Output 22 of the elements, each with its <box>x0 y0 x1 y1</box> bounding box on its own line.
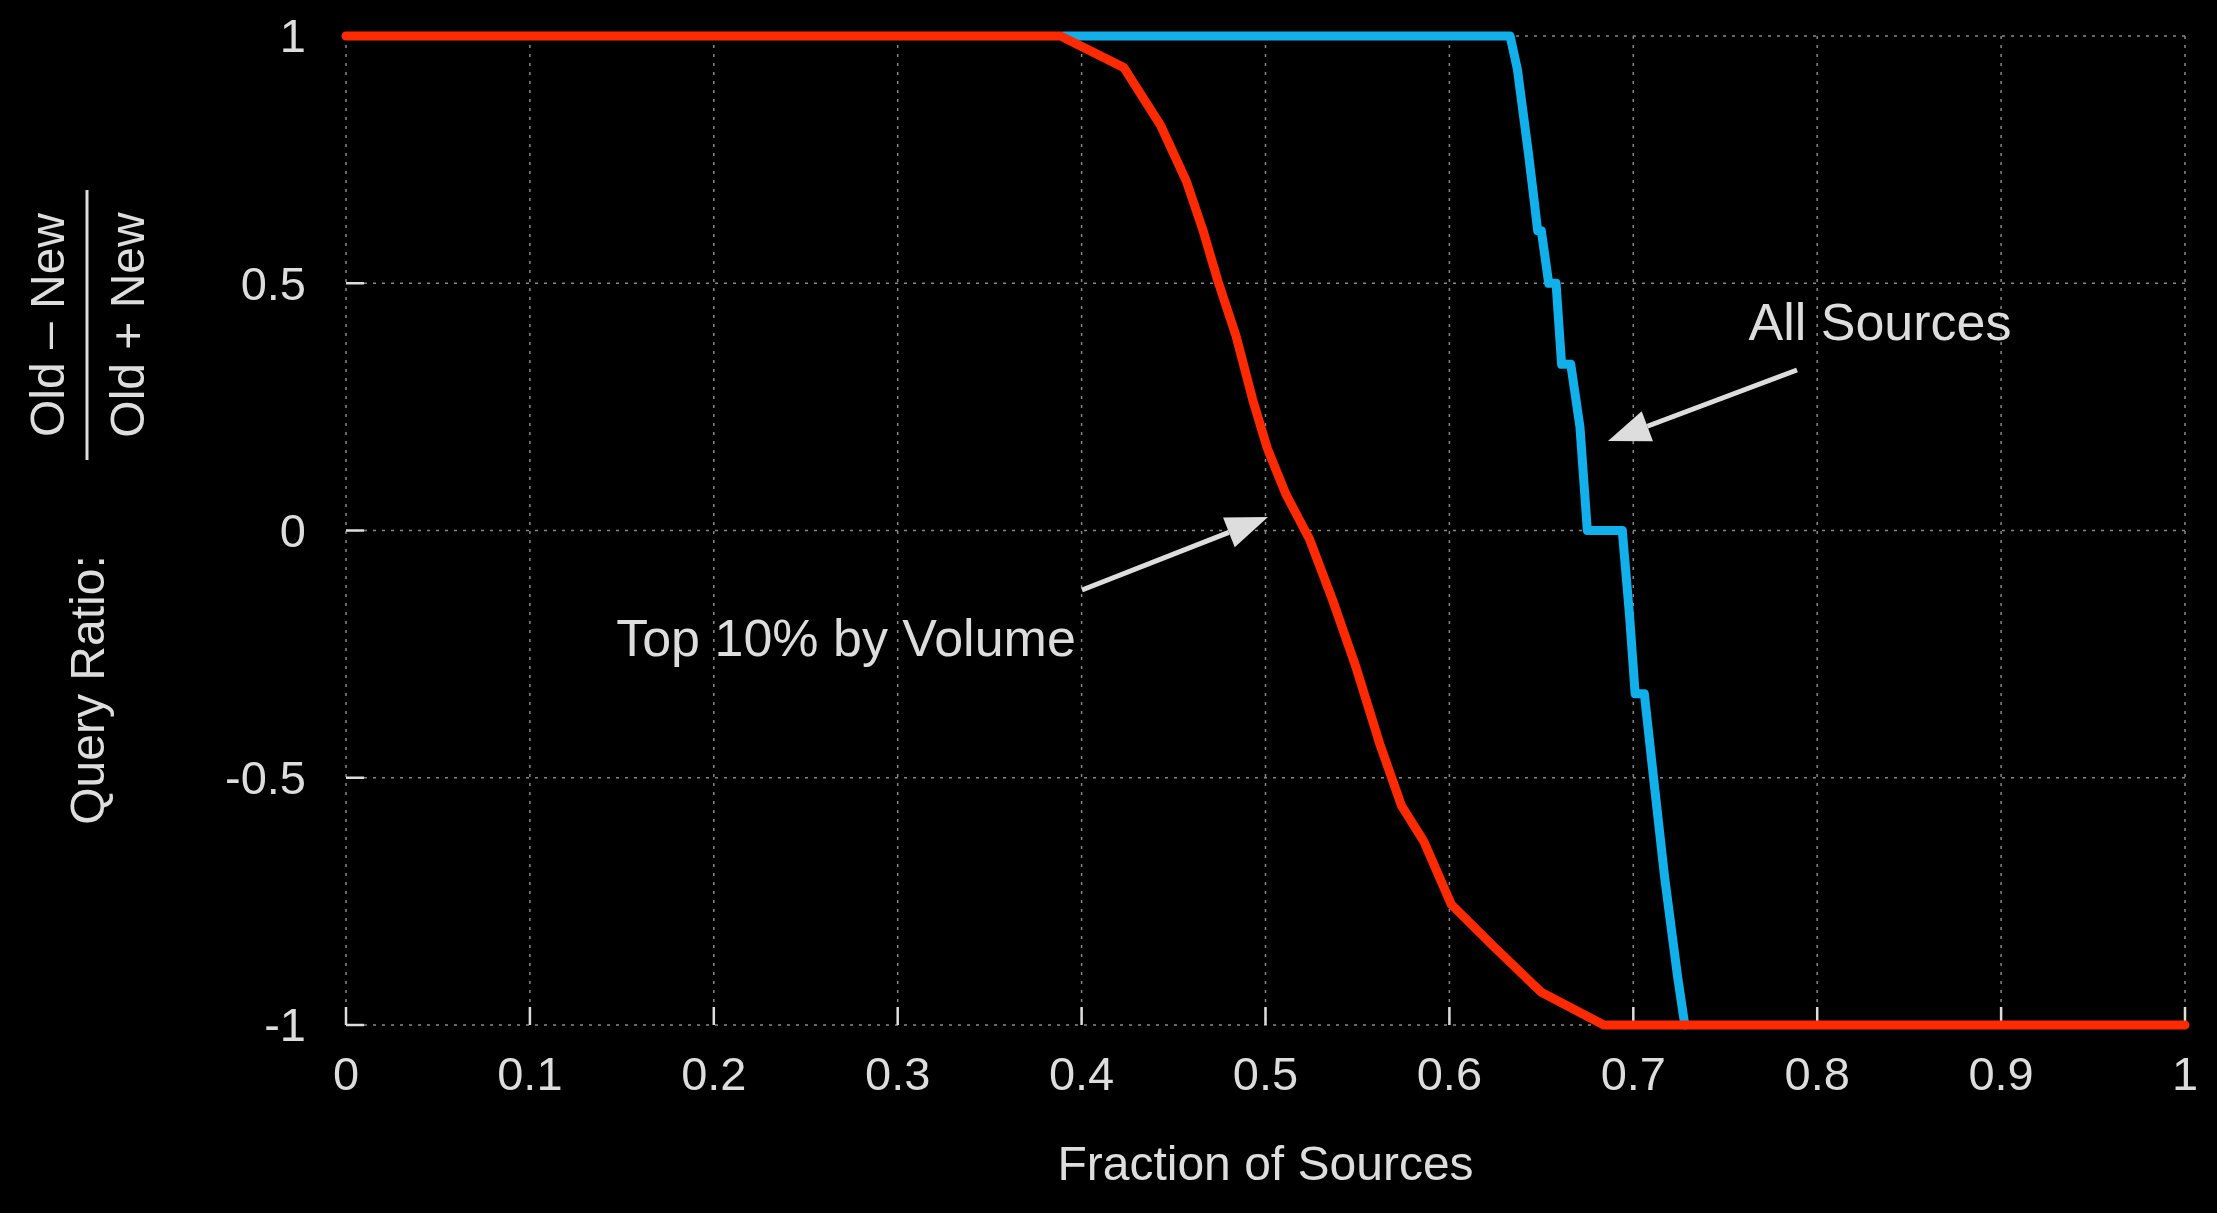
y-tick-label: -0.5 <box>225 751 306 805</box>
x-tick-label: 0.4 <box>1048 1047 1115 1100</box>
x-axis-title: Fraction of Sources <box>1057 1137 1474 1190</box>
y-axis-title: Query Ratio: <box>61 555 114 825</box>
x-tick-label: 0.5 <box>1232 1047 1299 1100</box>
x-tick-label: 1 <box>2171 1047 2199 1100</box>
x-tick-label: 0.9 <box>1968 1047 2034 1100</box>
x-tick-label: 0 <box>332 1047 360 1100</box>
x-tick-label: 0.8 <box>1784 1047 1850 1100</box>
x-tick-label: 0.2 <box>681 1047 747 1100</box>
y-tick-label: 1 <box>279 9 306 63</box>
annotation: All Sources <box>1748 293 2012 351</box>
text: Old – New <box>21 212 74 438</box>
x-tick-label: 0.3 <box>865 1047 931 1100</box>
x-tick-label: 0.6 <box>1416 1047 1483 1100</box>
annotation: Top 10% by Volume <box>616 609 1076 667</box>
x-tick-label: 0.7 <box>1600 1047 1666 1100</box>
x-tick-label: 0.1 <box>497 1047 563 1100</box>
y-tick-label: 0 <box>279 503 306 557</box>
text: Old + New <box>101 211 154 438</box>
y-tick-label: 0.5 <box>240 256 306 310</box>
y-tick-label: -1 <box>264 998 306 1052</box>
